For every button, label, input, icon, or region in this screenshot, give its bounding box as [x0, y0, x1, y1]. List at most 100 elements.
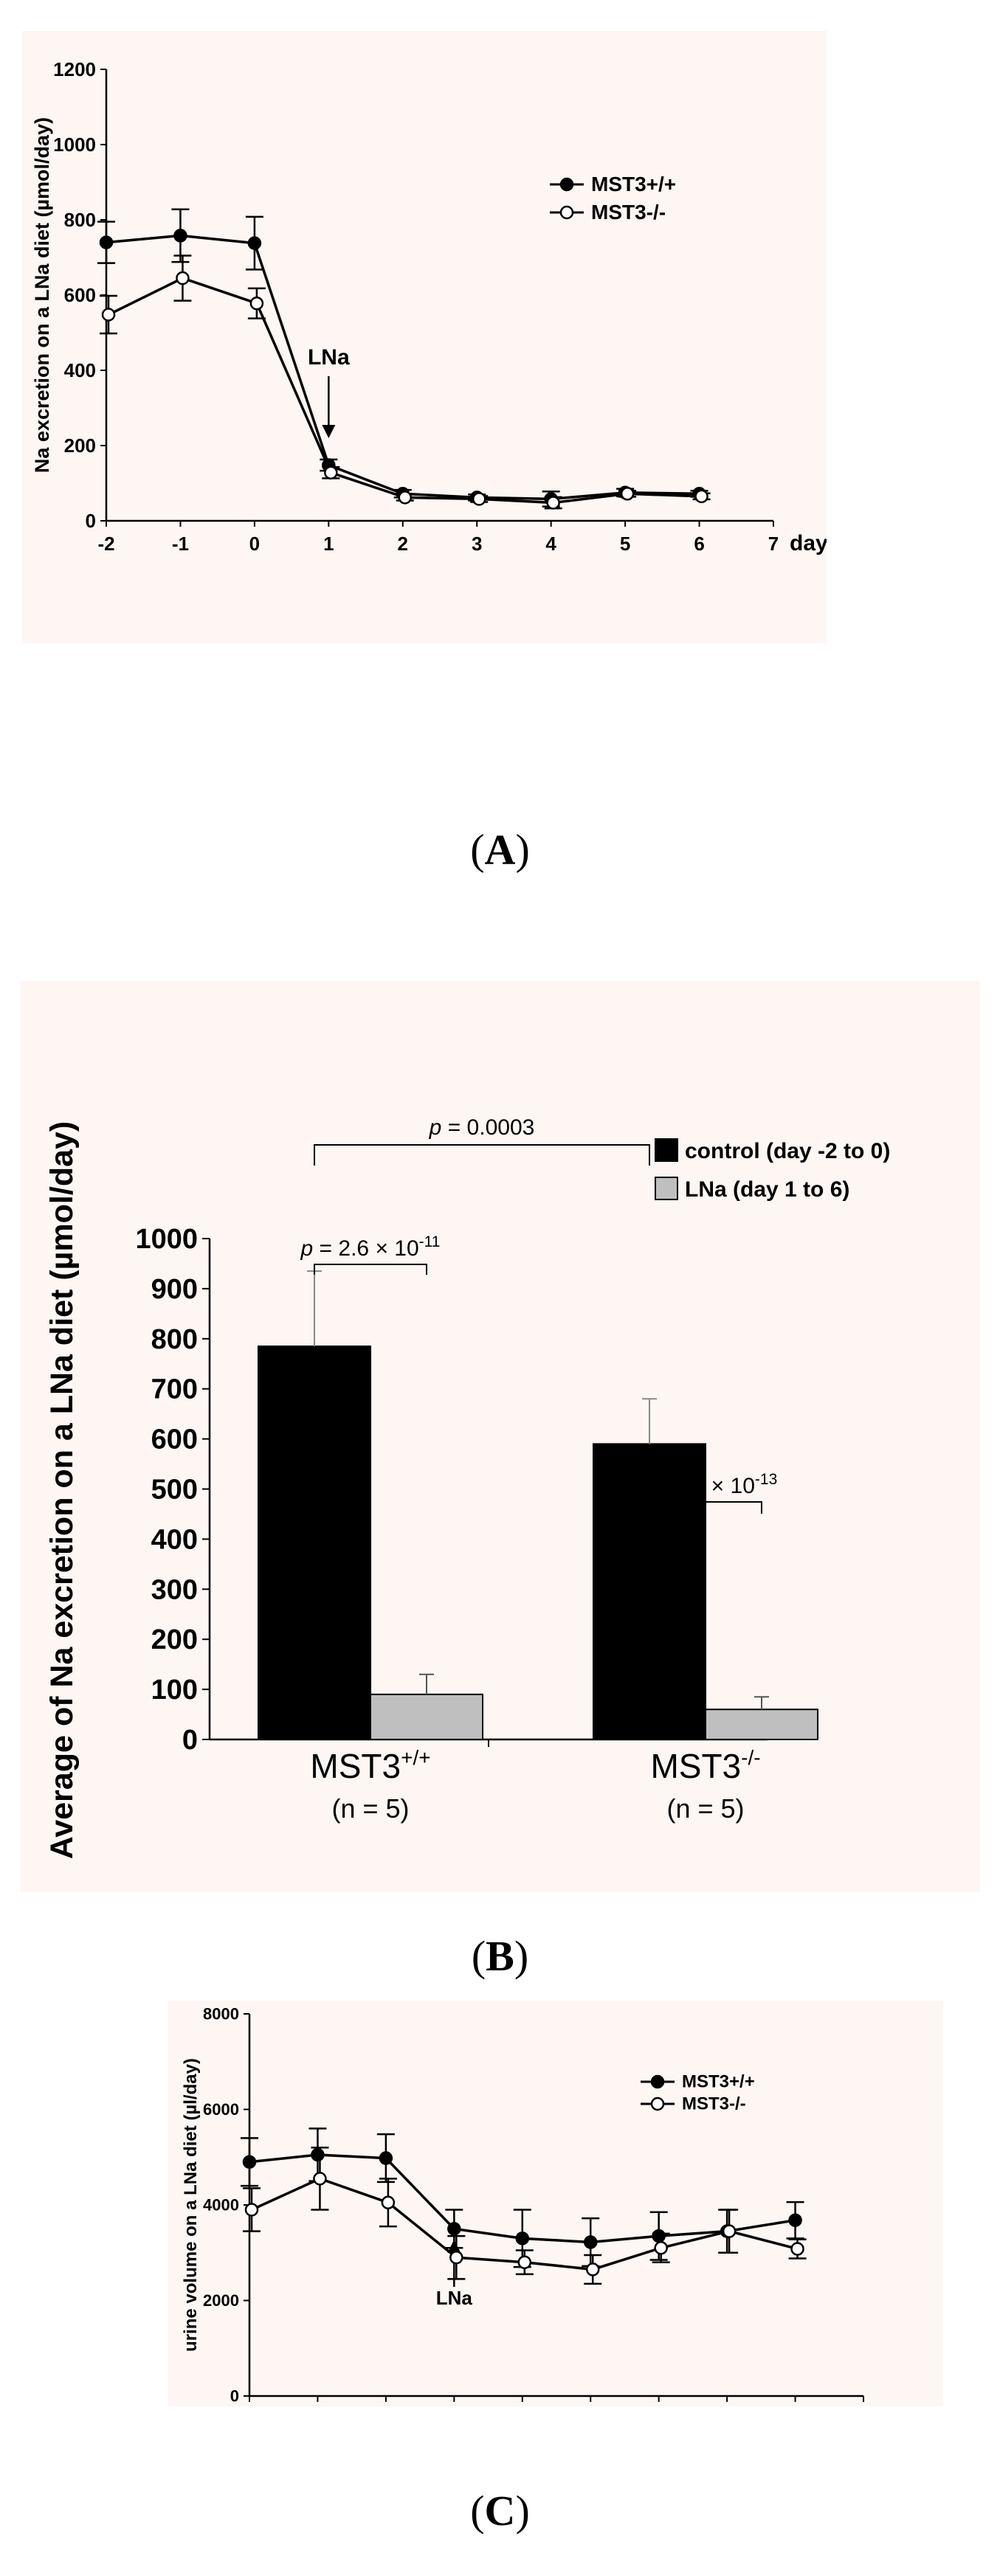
chart-a-ylabel: Na excretion on a LNa diet (µmol/day) [31, 117, 53, 473]
chart-b-bracket-1 [314, 1264, 427, 1275]
chart-c-point [585, 2262, 600, 2276]
chart-b-pvalue-1-exp: -11 [419, 1233, 441, 1250]
chart-a: 0 200 400 600 800 1000 1200 -2 -1 0 1 2 3 4 5 6 7 day Na e… [22, 31, 827, 643]
chart-c-point [654, 2241, 668, 2255]
chart-c-point [583, 2235, 598, 2249]
caption-c-close: ) [515, 2487, 530, 2535]
chart-b-bar [258, 1345, 371, 1740]
chart-a-annotation-label: LNa [308, 345, 350, 370]
chart-b-group-label: MST3+/+ [310, 1746, 430, 1785]
chart-a-xtick-label: 2 [398, 533, 408, 555]
chart-a-point [398, 491, 413, 505]
chart-b-ytick-label: 400 [151, 1524, 198, 1555]
caption-a-close: ) [515, 825, 530, 873]
chart-b-group-genotype: +/+ [401, 1746, 430, 1769]
chart-b-ytick-label: 700 [151, 1374, 198, 1405]
caption-a: (A) [0, 825, 1000, 874]
chart-a-legend-label: MST3-/- [591, 201, 666, 224]
chart-c-annotation-label: LNa [436, 2287, 473, 2309]
chart-a-point [173, 229, 187, 243]
chart-b-group-name: MST3 [650, 1747, 741, 1785]
chart-c-point [515, 2232, 530, 2246]
chart-b-legend-swatch [655, 1138, 678, 1162]
chart-c-point [447, 2222, 461, 2236]
chart-a-point [247, 236, 262, 250]
chart-b-pvalue-overall: p = 0.0003 [429, 1115, 535, 1140]
chart-c-point [379, 2151, 393, 2165]
chart-b-group-label: MST3-/- [650, 1746, 760, 1785]
chart-b-pvalue-overall-value: = 0.0003 [441, 1115, 534, 1140]
chart-a-ytick-label: 200 [64, 434, 96, 457]
chart-c-ytick-label: 4000 [203, 2196, 239, 2215]
chart-a-panel: 0 200 400 600 800 1000 1200 -2 -1 0 1 2 3 4 5 6 7 day Na e… [22, 31, 827, 643]
chart-b-ytick-label: 600 [151, 1424, 198, 1455]
caption-c-open: ( [470, 2487, 485, 2535]
chart-a-point [324, 465, 338, 479]
chart-c-ytick-label: 2000 [203, 2291, 239, 2310]
chart-b-bar [370, 1693, 483, 1741]
caption-a-letter: A [484, 825, 516, 873]
chart-c-background [168, 2001, 943, 2406]
chart-a-xtick-label: 6 [694, 533, 704, 555]
chart-a-ytick-label: 600 [64, 284, 96, 306]
caption-b-close: ) [514, 1932, 529, 1980]
chart-c-point [517, 2255, 532, 2269]
chart-b-ytick-label: 200 [151, 1624, 198, 1655]
caption-c: (C) [0, 2486, 1000, 2535]
chart-b-ytick-label: 1000 [135, 1224, 198, 1255]
chart-b-pvalue-2-p: p [636, 1474, 649, 1498]
chart-b-group-genotype: -/- [741, 1746, 760, 1769]
chart-a-point [249, 296, 264, 311]
chart-c-legend-label: MST3-/- [682, 2094, 746, 2114]
chart-a-legend-marker [559, 205, 574, 220]
caption-a-open: ( [470, 825, 485, 873]
chart-a-ytick-label: 1200 [53, 58, 96, 80]
chart-a-xtick-label: 3 [472, 533, 482, 555]
chart-c-point [652, 2229, 666, 2243]
chart-b-legend-label: LNa (day 1 to 6) [685, 1177, 849, 1202]
chart-a-ytick-label: 1000 [53, 134, 96, 156]
chart-a-background [22, 31, 827, 643]
chart-a-xlabel: day [790, 531, 827, 555]
chart-b-bracket-2 [649, 1501, 762, 1514]
chart-a-point [99, 235, 114, 249]
chart-c-ytick-label: 8000 [203, 2005, 239, 2023]
chart-b-bar [593, 1443, 706, 1740]
chart-a-xtick-label: 4 [545, 533, 556, 555]
chart-b-ytick-label: 800 [151, 1324, 198, 1355]
chart-c-point [244, 2203, 259, 2217]
chart-c-point [788, 2213, 802, 2227]
chart-a-ytick-label: 800 [64, 209, 96, 231]
chart-b-pvalue-1-p: p [300, 1236, 314, 1261]
chart-a-point [546, 496, 560, 510]
chart-b-bar [705, 1708, 818, 1741]
chart-a-xtick-label: -1 [172, 533, 189, 555]
chart-b-ytick-label: 500 [151, 1475, 198, 1506]
caption-b-letter: B [486, 1932, 514, 1980]
chart-b-ylabel: Average of Na excretion on a LNa diet (µ… [44, 1121, 80, 1859]
chart-b: 0 100 200 300 400 500 600 700 800 900 1000 Average … [21, 981, 980, 1892]
chart-a-legend-marker [559, 177, 574, 192]
chart-b-pvalue-1: p = 2.6 × 10-11 [300, 1233, 441, 1261]
chart-b-group-name: MST3 [310, 1747, 401, 1785]
chart-a-point [472, 492, 486, 506]
chart-c-legend-label: MST3+/+ [682, 2072, 755, 2092]
chart-b-group-n: (n = 5) [331, 1793, 409, 1824]
chart-b-ytick-label: 900 [151, 1274, 198, 1305]
caption-b-open: ( [471, 1932, 486, 1980]
chart-c-point [790, 2242, 804, 2256]
chart-c-point [311, 2147, 325, 2162]
chart-b-bracket-overall [314, 1144, 650, 1166]
chart-b-legend-label: control (day -2 to 0) [685, 1139, 890, 1163]
chart-a-point [101, 308, 116, 322]
chart-b-pvalue-overall-p: p [429, 1115, 442, 1140]
chart-a-point [694, 489, 708, 504]
chart-a-annotation-arrowhead [322, 425, 336, 438]
chart-a-ytick-label: 0 [86, 510, 96, 532]
chart-a-xtick-label: 7 [768, 533, 779, 555]
chart-a-xtick-label: 0 [249, 533, 260, 555]
chart-b-panel: 0 100 200 300 400 500 600 700 800 900 1000 Average … [21, 981, 980, 1892]
chart-b-pvalue-2-exp: -13 [755, 1471, 777, 1488]
chart-c-point [381, 2195, 396, 2210]
